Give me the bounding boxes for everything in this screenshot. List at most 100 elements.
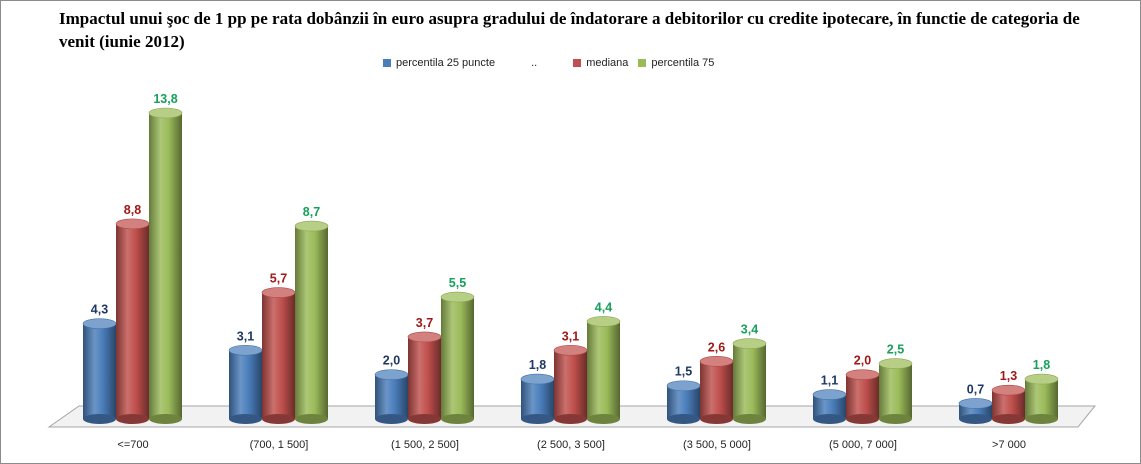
legend-swatch-median (573, 59, 582, 67)
data-label-median: 5,7 (270, 272, 287, 286)
bar-base (295, 414, 328, 424)
bar-base (587, 414, 620, 424)
data-label-p75: 4,4 (595, 300, 612, 314)
bar-p75 (878, 358, 913, 424)
data-label-p25: 3,1 (237, 329, 254, 343)
bar-base (554, 414, 587, 424)
category-label: (3 500, 5 000] (683, 439, 751, 451)
data-label-p25: 1,5 (675, 365, 692, 379)
bar-body (879, 363, 912, 419)
bar-median (699, 356, 734, 424)
bar-base (813, 414, 846, 424)
bar-top (812, 389, 847, 400)
data-label-p25: 4,3 (91, 303, 108, 317)
bar-body (700, 361, 733, 419)
bar-base (959, 414, 992, 424)
bar-body (229, 350, 262, 419)
bar-body (733, 343, 766, 419)
category-label: (700, 1 500] (250, 439, 309, 451)
bar-top (845, 369, 880, 380)
bar-body (149, 113, 182, 419)
bar-p25 (374, 369, 409, 424)
data-label-p75: 13,8 (153, 92, 177, 106)
bar-base (229, 414, 262, 424)
bar-top (666, 380, 701, 392)
bar-median (991, 384, 1026, 424)
bar-top (732, 338, 767, 349)
data-label-p75: 5,5 (449, 276, 466, 290)
bar-top (699, 356, 734, 367)
category-label: (1 500, 2 500] (391, 439, 459, 451)
bar-base (992, 414, 1025, 424)
bar-top (374, 369, 409, 380)
bar-p75 (732, 338, 767, 424)
legend: percentila 25 puncte .. mediana percenti… (383, 54, 724, 72)
bar-median (845, 369, 880, 424)
bar-base (83, 414, 116, 424)
bar-p25 (228, 344, 263, 424)
bar-p25 (82, 318, 117, 424)
bar-p75 (148, 107, 183, 424)
bar-p75 (294, 220, 329, 424)
bar-base (116, 414, 149, 424)
data-label-p25: 2,0 (383, 354, 400, 368)
category-label: (5 000, 7 000] (829, 439, 897, 451)
data-label-median: 3,1 (562, 329, 579, 343)
legend-swatch-p75 (638, 59, 647, 67)
bar-base (441, 414, 474, 424)
bar-base (408, 414, 441, 424)
data-label-p25: 0,7 (967, 382, 984, 396)
bar-median (261, 287, 296, 424)
bar-p75 (1024, 373, 1059, 424)
legend-label-median: mediana (586, 57, 629, 69)
bar-body (521, 379, 554, 419)
bar-base (700, 414, 733, 424)
category-label: >7 000 (992, 439, 1026, 451)
bar-body (846, 374, 879, 419)
bar-body (554, 350, 587, 419)
bar-body (116, 223, 149, 419)
bar-top (261, 287, 296, 298)
data-label-median: 8,8 (124, 203, 141, 217)
bar-top (440, 291, 475, 303)
legend-item-p75: percentila 75 (638, 57, 714, 69)
bar-body (667, 385, 700, 419)
bar-base (149, 414, 182, 424)
bar-top (148, 107, 183, 119)
bar-base (879, 414, 912, 424)
bar-base (733, 414, 766, 424)
bar-top (82, 318, 117, 329)
bar-p25 (958, 398, 993, 424)
legend-label-p25: percentila 25 puncte (396, 57, 496, 69)
category-label: <=700 (117, 439, 148, 451)
data-label-p25: 1,1 (821, 374, 838, 388)
bar-median (115, 218, 150, 424)
legend-swatch-p25 (383, 59, 391, 67)
bar-median (553, 344, 588, 424)
bar-top (407, 331, 442, 343)
bar-top (228, 344, 263, 356)
bar-body (408, 336, 441, 419)
bar-body (262, 292, 295, 419)
bar-p75 (440, 291, 475, 424)
bar-p25 (520, 373, 555, 424)
data-label-p25: 1,8 (529, 358, 546, 372)
legend-item-median: mediana (573, 57, 628, 69)
data-label-median: 2,6 (708, 340, 725, 354)
bar-body (375, 374, 408, 419)
data-label-median: 2,0 (854, 354, 871, 368)
legend-item-p25: percentila 25 puncte (383, 57, 495, 69)
bar-p25 (666, 380, 701, 424)
data-label-p75: 8,7 (303, 205, 320, 219)
category-label: (2 500, 3 500] (537, 439, 605, 451)
data-label-median: 3,7 (416, 316, 433, 330)
bar-p75 (586, 316, 621, 424)
bar-top (115, 218, 150, 230)
data-label-median: 1,3 (1000, 369, 1017, 383)
bar-body (1025, 379, 1058, 419)
bar-top (878, 358, 913, 369)
data-label-p75: 3,4 (741, 323, 758, 337)
bar-body (83, 323, 116, 419)
legend-label-p75: percentila 75 (651, 57, 715, 69)
